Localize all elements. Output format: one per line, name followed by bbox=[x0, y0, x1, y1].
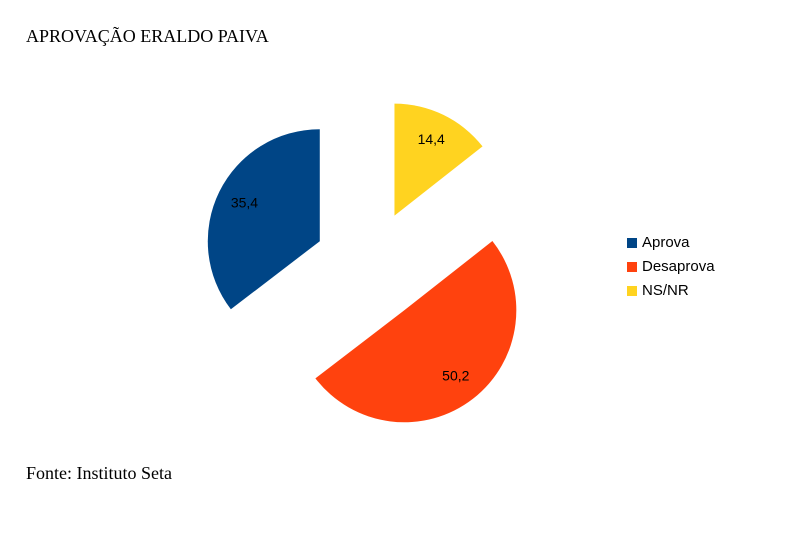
pie-slice bbox=[394, 103, 483, 216]
data-label: 35,4 bbox=[231, 195, 258, 211]
legend-label: Desaprova bbox=[642, 258, 715, 275]
legend-swatch bbox=[627, 262, 637, 272]
legend-label: NS/NR bbox=[642, 282, 689, 299]
legend-swatch bbox=[627, 238, 637, 248]
legend-swatch bbox=[627, 286, 637, 296]
data-label: 14,4 bbox=[418, 131, 445, 147]
legend-label: Aprova bbox=[642, 234, 690, 251]
chart-title: APROVAÇÃO ERALDO PAIVA bbox=[26, 25, 269, 46]
pie-slice bbox=[315, 241, 517, 423]
pie-slice bbox=[207, 129, 320, 310]
data-label: 50,2 bbox=[442, 367, 469, 383]
source-note: Fonte: Instituto Seta bbox=[26, 463, 172, 483]
